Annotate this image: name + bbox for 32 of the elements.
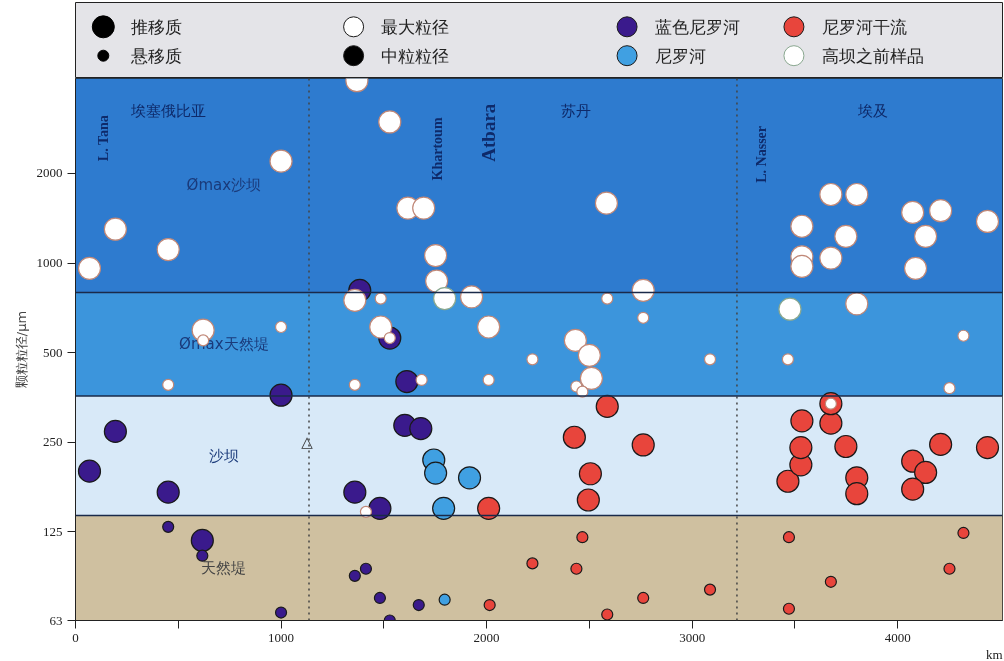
y-tick-label: 500 <box>43 344 63 360</box>
annotation: 埃塞俄比亚 <box>129 102 206 121</box>
legend-label: 推移质 <box>131 16 183 37</box>
legend-label: 尼罗河 <box>654 45 706 66</box>
legend-label: 中粒粒径 <box>381 45 450 66</box>
y-tick-label: 2000 <box>36 165 63 181</box>
y-tick-label: 250 <box>43 434 63 450</box>
band-label: Ømax沙坝 <box>186 176 262 195</box>
annotation: △ <box>301 433 314 452</box>
x-tick-label: 2000 <box>473 629 500 645</box>
annotation: 埃及 <box>856 102 888 121</box>
band-label: 沙坝 <box>208 446 239 465</box>
x-tick-label: 0 <box>72 629 79 645</box>
x-axis-title: km <box>985 646 1003 661</box>
annotation: Atbara <box>477 103 499 162</box>
annotation: 苏丹 <box>561 102 592 121</box>
annotation: Khartoum <box>429 117 445 181</box>
y-axis-title: 颗粒粒径/μm <box>13 310 29 389</box>
legend-label: 蓝色尼罗河 <box>654 16 740 37</box>
y-tick-label: 1000 <box>36 255 63 271</box>
legend-label: 尼罗河干流 <box>821 16 907 37</box>
annotation: L. Tana <box>95 115 111 162</box>
legend-label: 高坝之前样品 <box>821 45 924 66</box>
x-tick-label: 3000 <box>679 629 706 645</box>
x-tick-label: 4000 <box>884 629 911 645</box>
y-tick-label: 63 <box>49 612 63 628</box>
y-tick-label: 125 <box>43 523 63 539</box>
annotation: L. Nasser <box>753 125 769 183</box>
legend-label: 最大粒径 <box>381 16 450 37</box>
x-tick-label: 1000 <box>268 629 295 645</box>
band-label: 天然堤 <box>201 558 247 577</box>
legend-label: 悬移质 <box>130 45 183 66</box>
